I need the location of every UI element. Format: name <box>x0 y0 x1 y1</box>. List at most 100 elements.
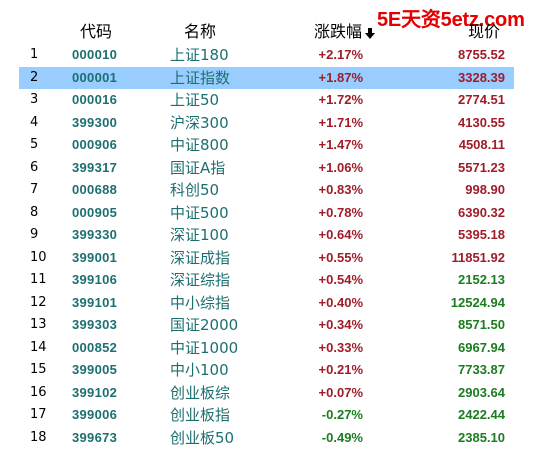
current-price: 2774.51 <box>458 92 505 107</box>
stock-code: 399106 <box>72 272 118 287</box>
change-percent: +2.17% <box>318 47 363 62</box>
current-price: 4508.11 <box>458 137 505 152</box>
row-index: 1 <box>30 47 39 62</box>
row-index: 17 <box>30 407 47 422</box>
change-percent: +0.07% <box>318 384 363 400</box>
stock-name: 深证综指 <box>170 271 231 289</box>
stock-name: 深证100 <box>170 226 229 244</box>
stock-code: 399673 <box>72 429 118 445</box>
arrow-down-icon[interactable] <box>365 28 375 39</box>
current-price: 2385.10 <box>458 429 505 445</box>
change-percent: +1.71% <box>318 114 363 130</box>
stock-code: 399001 <box>72 249 118 265</box>
stock-code: 000010 <box>72 47 118 62</box>
change-percent: +0.33% <box>318 339 363 355</box>
current-price: 8755.52 <box>458 47 505 62</box>
row-index: 8 <box>30 204 39 220</box>
table-row[interactable]: 13 399303 国证2000 +0.34% 8571.50 <box>0 314 535 337</box>
change-percent: +0.40% <box>318 294 363 310</box>
stock-name: 创业板50 <box>170 428 235 447</box>
row-index: 16 <box>30 384 47 400</box>
column-header-price[interactable]: 现价 <box>468 22 501 41</box>
current-price: 3328.39 <box>458 69 505 85</box>
stock-code: 000906 <box>72 137 118 152</box>
change-percent: +0.34% <box>318 317 363 332</box>
table-row[interactable]: 2 000001 上证指数 +1.87% 3328.39 <box>0 66 535 90</box>
stock-code: 399102 <box>72 384 118 400</box>
change-percent: +0.83% <box>318 182 363 197</box>
table-row[interactable]: 6 399317 国证A指 +1.06% 5571.23 <box>0 157 535 180</box>
table-row[interactable]: 8 000905 中证500 +0.78% 6390.32 <box>0 202 535 225</box>
stock-code: 000688 <box>72 182 118 197</box>
table-row[interactable]: 9 399330 深证100 +0.64% 5395.18 <box>0 224 535 247</box>
stock-name: 中证500 <box>170 203 229 222</box>
table-row[interactable]: 7 000688 科创50 +0.83% 998.90 <box>0 179 535 202</box>
table-row[interactable]: 10 399001 深证成指 +0.55% 11851.92 <box>0 247 535 270</box>
table-row[interactable]: 16 399102 创业板综 +0.07% 2903.64 <box>0 382 535 405</box>
table-row[interactable]: 14 000852 中证1000 +0.33% 6967.94 <box>0 337 535 360</box>
row-index: 10 <box>30 249 47 265</box>
stock-code: 399303 <box>72 317 118 332</box>
table-header: 代码 名称 涨跌幅 现价 <box>0 0 535 41</box>
change-percent: +0.64% <box>318 227 363 242</box>
stock-code: 000852 <box>72 339 118 355</box>
change-percent: +0.54% <box>318 272 363 287</box>
row-index: 13 <box>30 317 47 332</box>
stock-name: 中小100 <box>170 361 229 379</box>
stock-name: 中证1000 <box>170 338 239 357</box>
table-row[interactable]: 12 399101 中小综指 +0.40% 12524.94 <box>0 292 535 315</box>
current-price: 998.90 <box>465 182 505 197</box>
change-percent: +1.06% <box>318 159 363 175</box>
row-index: 6 <box>30 159 39 175</box>
current-price: 2422.44 <box>458 407 505 422</box>
row-index: 15 <box>30 362 47 377</box>
stock-name: 创业板综 <box>170 383 231 402</box>
row-index: 2 <box>30 69 39 85</box>
stock-name: 中证800 <box>170 136 229 154</box>
stock-name: 深证成指 <box>170 248 231 267</box>
current-price: 5395.18 <box>458 227 505 242</box>
current-price: 11851.92 <box>451 249 505 265</box>
stock-code: 000001 <box>72 69 118 85</box>
stock-name: 创业板指 <box>170 406 231 424</box>
table-row[interactable]: 5 000906 中证800 +1.47% 4508.11 <box>0 134 535 157</box>
change-percent: +1.47% <box>318 137 363 152</box>
column-header-name[interactable]: 名称 <box>184 22 217 41</box>
table-row[interactable]: 17 399006 创业板指 -0.27% 2422.44 <box>0 404 535 427</box>
stock-code: 399300 <box>72 114 118 130</box>
change-percent: +1.87% <box>318 69 363 85</box>
table-row[interactable]: 18 399673 创业板50 -0.49% 2385.10 <box>0 427 535 450</box>
row-index: 7 <box>30 182 39 197</box>
current-price: 5571.23 <box>458 159 505 175</box>
stock-name: 上证50 <box>170 91 220 109</box>
stock-name: 国证A指 <box>170 158 226 177</box>
change-percent: +0.78% <box>318 204 363 220</box>
current-price: 4130.55 <box>458 114 505 130</box>
column-header-code[interactable]: 代码 <box>80 22 113 41</box>
current-price: 7733.87 <box>458 362 505 377</box>
column-header-change[interactable]: 涨跌幅 <box>314 22 363 41</box>
table-row[interactable]: 3 000016 上证50 +1.72% 2774.51 <box>0 89 535 112</box>
row-index: 18 <box>30 429 47 445</box>
stock-name: 沪深300 <box>170 113 229 132</box>
row-index: 12 <box>30 294 47 310</box>
row-index: 4 <box>30 114 39 130</box>
watermark-logo: 5E天资5etz.com <box>377 9 525 31</box>
table-row[interactable]: 11 399106 深证综指 +0.54% 2152.13 <box>0 269 535 292</box>
stock-name: 中小综指 <box>170 293 231 312</box>
table-row[interactable]: 4 399300 沪深300 +1.71% 4130.55 <box>0 112 535 135</box>
stock-code: 399006 <box>72 407 118 422</box>
table-row[interactable]: 15 399005 中小100 +0.21% 7733.87 <box>0 359 535 382</box>
change-percent: +0.21% <box>318 362 363 377</box>
stock-name: 国证2000 <box>170 316 239 334</box>
stock-code: 399330 <box>72 227 118 242</box>
row-index: 3 <box>30 92 39 107</box>
stock-code: 000016 <box>72 92 118 107</box>
current-price: 6967.94 <box>458 339 505 355</box>
change-percent: +0.55% <box>318 249 363 265</box>
change-percent: +1.72% <box>318 92 363 107</box>
stock-name: 上证180 <box>170 46 229 64</box>
table-row[interactable]: 1 000010 上证180 +2.17% 8755.52 <box>0 44 535 67</box>
stock-name: 科创50 <box>170 181 220 199</box>
selected-row-highlight <box>19 66 514 89</box>
